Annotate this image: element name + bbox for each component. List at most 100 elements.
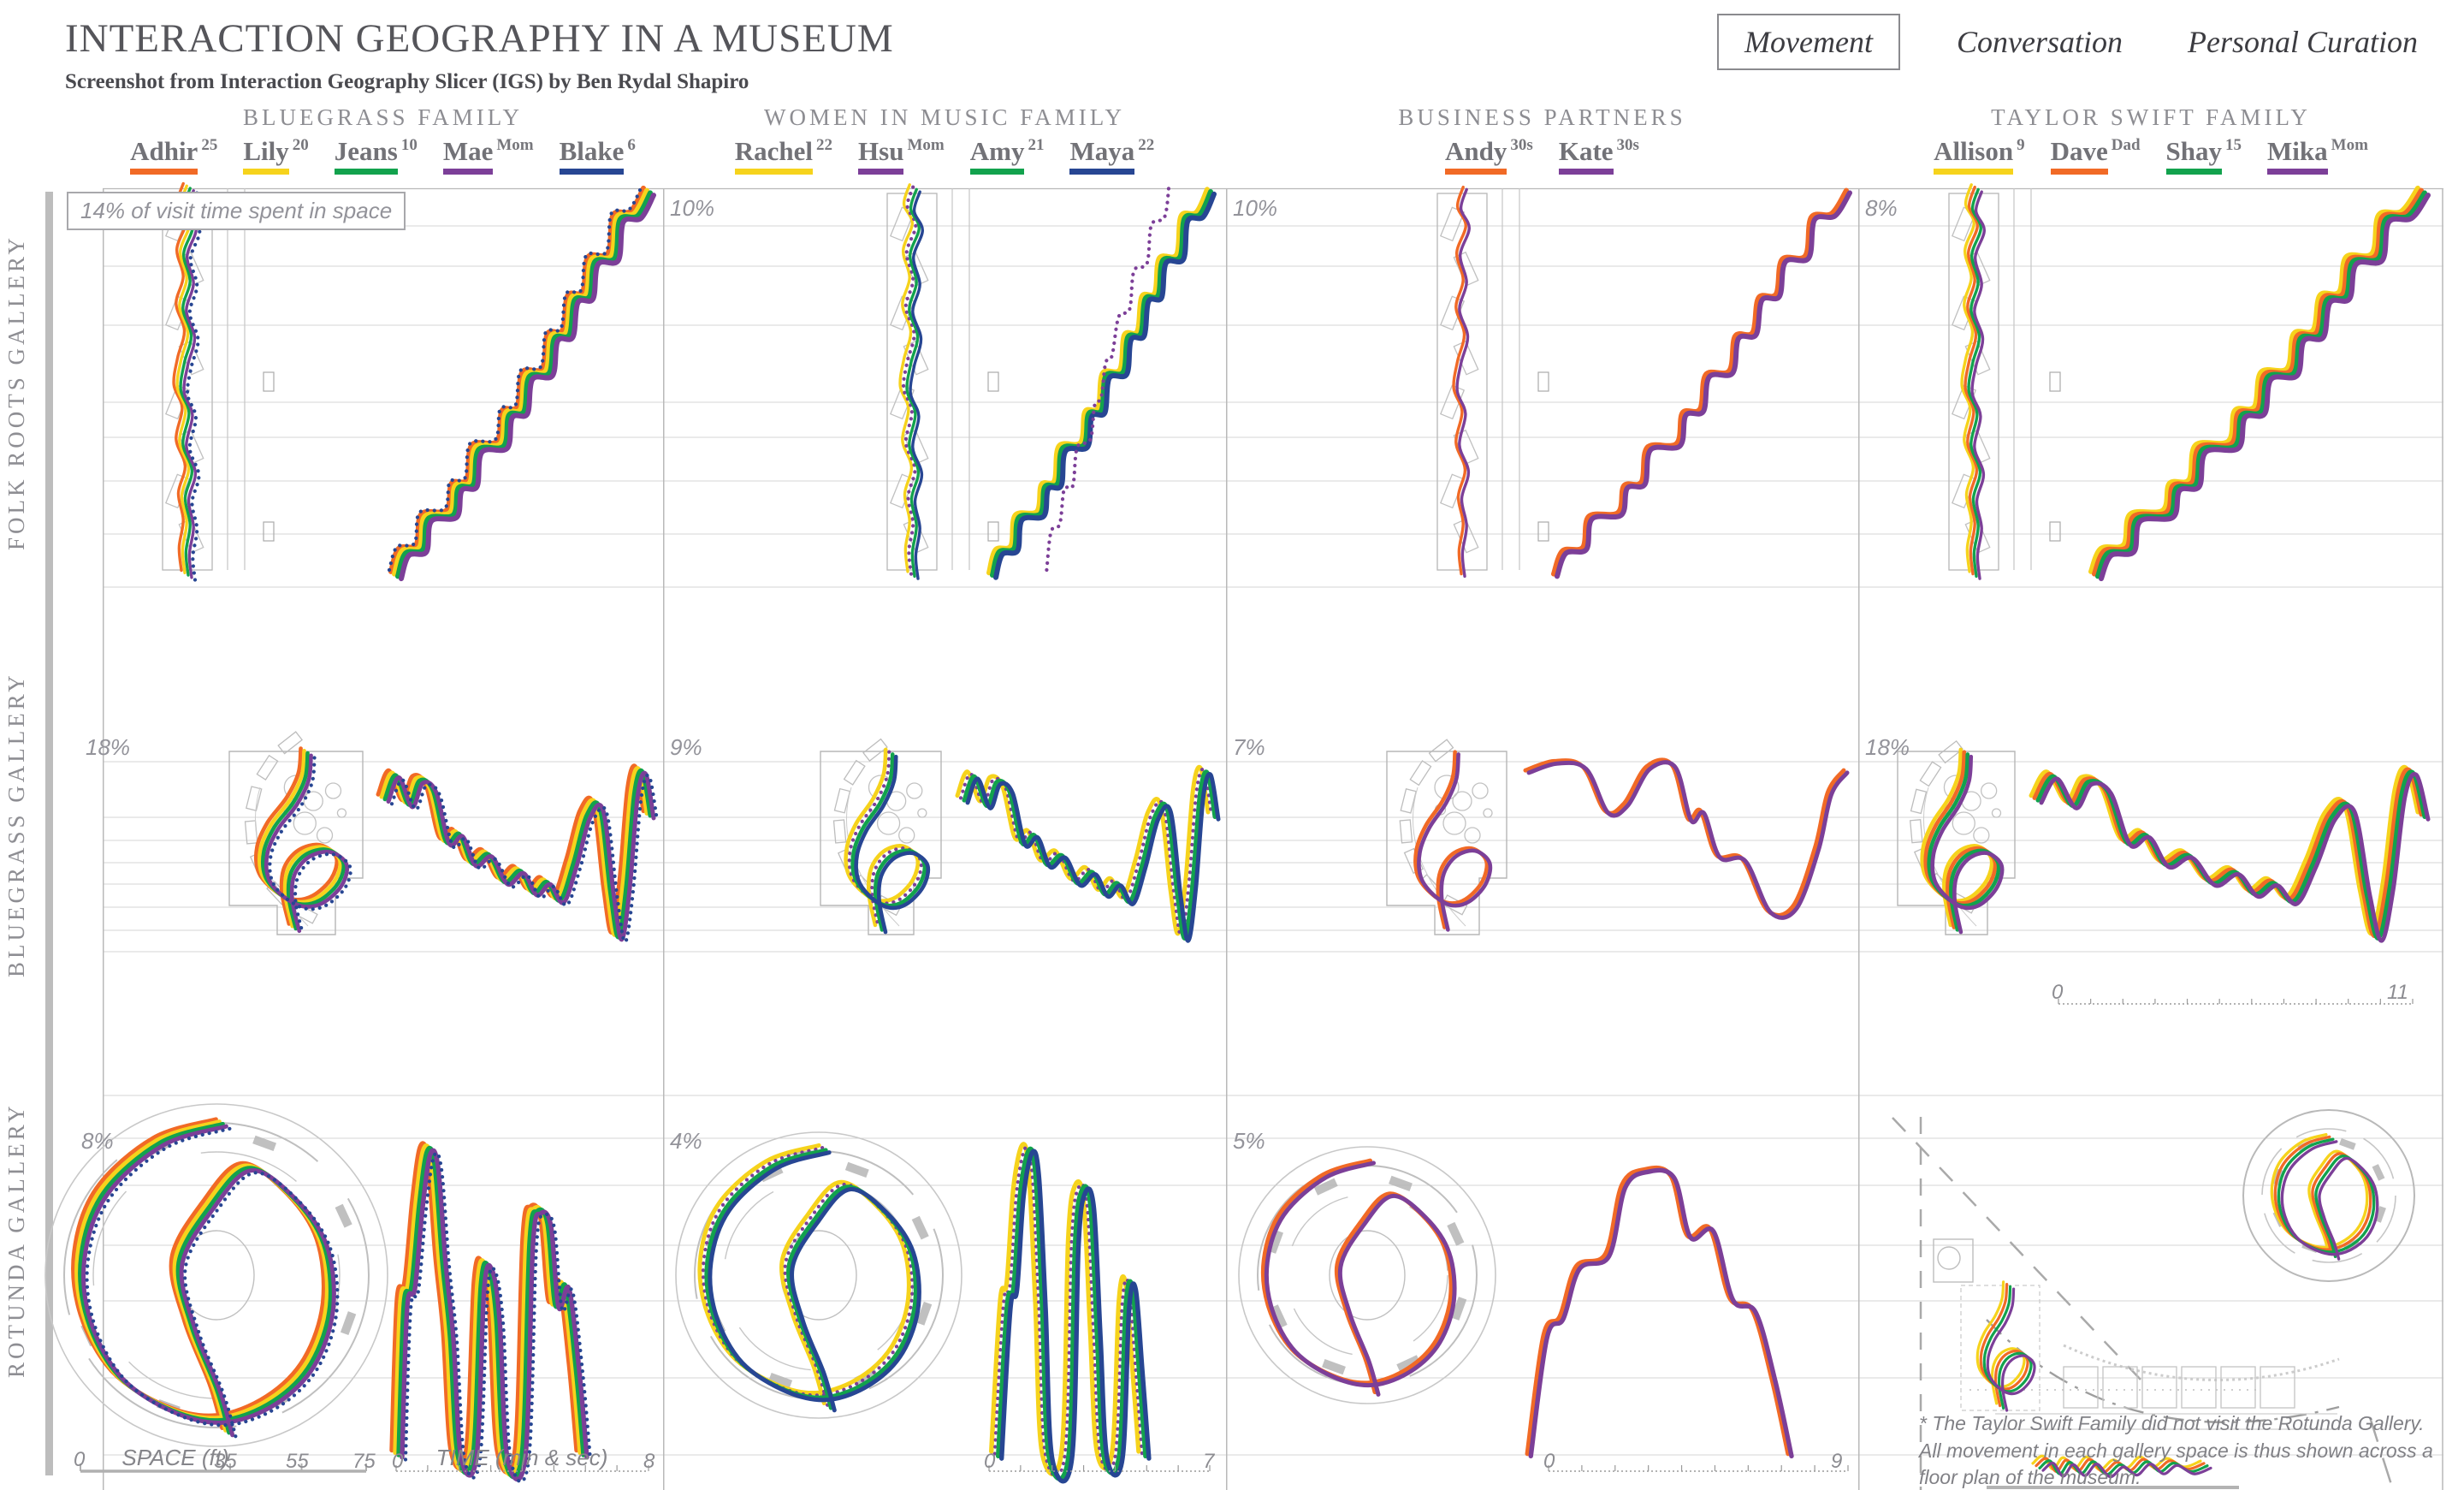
gridlines	[1226, 187, 1858, 1490]
member-name-wrap: Amy	[969, 137, 1025, 175]
legend-member-andy[interactable]: Andy 30s	[1445, 136, 1533, 175]
member-tag: 22	[1138, 136, 1155, 154]
member-tag: 30s	[1616, 136, 1639, 154]
space-tick-0: 0	[74, 1448, 86, 1471]
member-name: Andy	[1445, 136, 1507, 166]
member-name-wrap: Kate	[1558, 136, 1614, 175]
legend-members: Adhir 25 Lily 20 Jeans 10 Mae Mom Blake 6	[103, 136, 663, 175]
legend-member-dave[interactable]: Dave Dad	[2050, 136, 2141, 175]
legend-member-lily[interactable]: Lily 20	[243, 136, 309, 175]
vertical-divider-bar	[45, 192, 53, 1475]
member-name-wrap: Allison	[1934, 136, 2014, 175]
percent-label-bluegrass-col1: 9%	[670, 734, 702, 760]
space-tick-35: 35	[214, 1450, 237, 1473]
time-start-col0: 0	[392, 1450, 404, 1473]
legend-member-blake[interactable]: Blake 6	[559, 136, 636, 175]
member-color-bar	[1934, 168, 2014, 175]
rotunda-movement-traces	[71, 1117, 593, 1484]
legend-member-adhir[interactable]: Adhir 25	[130, 136, 217, 175]
legend-member-hsu[interactable]: Hsu Mom	[858, 136, 945, 175]
legend-member-rachel[interactable]: Rachel 22	[734, 136, 833, 175]
member-tag: 30s	[1510, 136, 1533, 154]
member-color-bar	[243, 168, 289, 175]
folk-gallery-floorplan	[886, 188, 999, 571]
legend-member-mika[interactable]: Mika Mom	[2267, 136, 2368, 175]
member-name: Kate	[1558, 136, 1614, 166]
rotunda-movement-traces	[697, 1142, 1152, 1484]
space-tick-75: 75	[352, 1450, 376, 1473]
column-chart-0	[44, 181, 663, 1490]
member-name: Adhir	[130, 136, 198, 166]
row-label-bluegrass-gallery: BLUEGRASS GALLERY	[3, 672, 29, 977]
legend-member-kate[interactable]: Kate 30s	[1558, 136, 1639, 175]
rotunda-gallery-floorplan	[1238, 1146, 1496, 1404]
taylor-swift-footnote: * The Taylor Swift Family did not visit …	[1919, 1412, 2433, 1489]
column-chart-1	[663, 183, 1226, 1490]
group-title: BLUEGRASS FAMILY	[242, 104, 524, 130]
space-axis-ruler	[80, 1463, 367, 1473]
member-tag: 21	[1028, 136, 1045, 154]
group-title: TAYLOR SWIFT FAMILY	[1991, 104, 2311, 130]
page-subtitle: Screenshot from Interaction Geography Sl…	[65, 70, 749, 93]
member-name-wrap: Maya	[1069, 136, 1135, 175]
legend-members: Rachel 22 Hsu Mom Amy 21 Maya 22	[663, 136, 1226, 175]
legend-1: WOMEN IN MUSIC FAMILY Rachel 22 Hsu Mom Amy 21…	[663, 104, 1226, 175]
legend-member-mae[interactable]: Mae Mom	[442, 136, 534, 175]
folk-movement-traces	[1452, 185, 1852, 579]
time-end-col1: 7	[1203, 1450, 1215, 1473]
member-name: Allison	[1934, 136, 2014, 166]
page-title: INTERACTION GEOGRAPHY IN A MUSEUM	[65, 16, 894, 61]
member-name: Mika	[2267, 136, 2328, 166]
bluegrass-movement-traces	[1413, 750, 1850, 932]
member-name-wrap: Rachel	[734, 137, 814, 175]
percent-label-bluegrass-col0: 18%	[86, 734, 131, 760]
member-color-bar	[1558, 168, 1614, 175]
member-name: Maya	[1069, 136, 1135, 166]
legend-member-jeans[interactable]: Jeans 10	[334, 136, 418, 175]
legend-member-allison[interactable]: Allison 9	[1934, 136, 2025, 175]
ruler-end-label: 11	[2387, 981, 2408, 1004]
member-name: Shay	[2165, 136, 2223, 166]
member-name-wrap: Andy	[1445, 136, 1507, 175]
time-axis-title: TIME (min & sec)	[435, 1445, 608, 1470]
legend-member-amy[interactable]: Amy 21	[969, 136, 1045, 175]
member-tag: 20	[292, 136, 309, 154]
legend-member-shay[interactable]: Shay 15	[2165, 136, 2242, 175]
time-start-col2: 0	[1543, 1450, 1555, 1473]
percent-label-folk-col2: 10%	[1233, 195, 1278, 221]
member-color-bar	[442, 168, 494, 175]
member-name: Blake	[559, 136, 625, 166]
member-tag: Mom	[2331, 136, 2368, 154]
member-tag: 9	[2017, 136, 2025, 154]
title-block: INTERACTION GEOGRAPHY IN A MUSEUM Screen…	[65, 15, 894, 94]
tab-movement[interactable]: Movement	[1717, 14, 1900, 70]
tab-conversation[interactable]: Conversation	[1956, 25, 2123, 59]
member-tag: 22	[816, 136, 833, 154]
member-color-bar	[2165, 168, 2223, 175]
percent-label-folk-col1: 10%	[670, 195, 715, 221]
bluegrass-movement-traces	[254, 746, 660, 944]
tab-personal-curation[interactable]: Personal Curation	[2187, 25, 2418, 59]
member-name-wrap: Adhir	[130, 136, 198, 175]
percent-label-folk-col3: 8%	[1865, 195, 1898, 221]
time-end-col2: 9	[1831, 1450, 1843, 1473]
member-tag: 15	[2225, 136, 2242, 154]
folk-movement-traces	[1960, 183, 2431, 582]
time-axis-ruler	[988, 1465, 1211, 1472]
space-axis-title: SPACE (ft)	[121, 1445, 229, 1470]
percent-label-bluegrass-col2: 7%	[1233, 734, 1265, 760]
member-name: Hsu	[858, 136, 904, 166]
museum-overview-traces	[1975, 1132, 2379, 1479]
legend-3: TAYLOR SWIFT FAMILY Allison 9 Dave Dad Shay 15…	[1858, 104, 2443, 175]
percent-label-rotunda-col0: 8%	[81, 1128, 114, 1154]
space-tick-55: 55	[286, 1450, 309, 1473]
member-name-wrap: Jeans	[334, 137, 398, 175]
group-title: BUSINESS PARTNERS	[1398, 104, 1686, 130]
legend-members: Allison 9 Dave Dad Shay 15 Mika Mom	[1858, 136, 2443, 175]
legend-member-maya[interactable]: Maya 22	[1069, 136, 1155, 175]
bluegrass-movement-traces	[844, 747, 1221, 943]
member-name-wrap: Shay	[2165, 136, 2223, 175]
ruler-start-label: 0	[2052, 981, 2064, 1004]
member-name-wrap: Blake	[559, 136, 625, 175]
percent-label-bluegrass-col3: 18%	[1865, 734, 1910, 760]
